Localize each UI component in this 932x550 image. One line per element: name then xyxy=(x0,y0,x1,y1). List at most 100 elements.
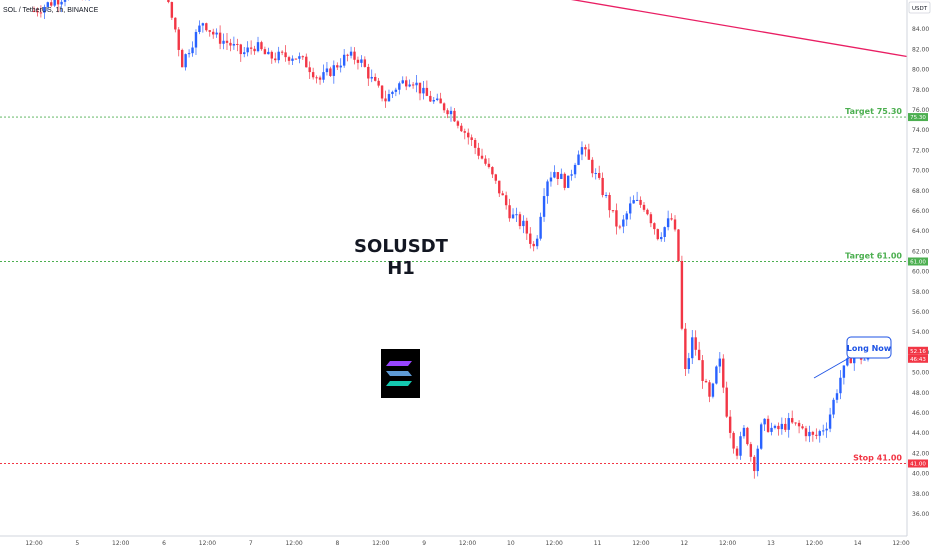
candle-body xyxy=(363,59,367,67)
candle-body xyxy=(501,193,504,196)
candle-body xyxy=(398,83,401,90)
candle-body xyxy=(301,56,305,58)
candle-body xyxy=(415,82,418,86)
candle-body xyxy=(305,56,308,68)
y-tick-label: 64.00 xyxy=(912,228,929,235)
long-now-callout[interactable]: Long Now xyxy=(813,336,892,379)
candle-body xyxy=(515,214,518,216)
target-61-badge-text: 61.00 xyxy=(910,260,926,266)
candle-body xyxy=(174,17,177,30)
candle-body xyxy=(711,383,715,397)
current-price-badge xyxy=(908,346,928,355)
candle-body xyxy=(487,163,491,168)
candle-body xyxy=(639,199,642,205)
candle-body xyxy=(384,98,387,102)
y-tick-label: 60.00 xyxy=(912,269,929,276)
candle-body xyxy=(405,80,408,87)
candle-body xyxy=(622,219,625,227)
candle-body xyxy=(790,418,794,423)
y-tick-label: 62.00 xyxy=(912,248,929,255)
candle-body xyxy=(53,0,56,6)
candle-body xyxy=(329,68,332,76)
candle-body xyxy=(815,434,818,436)
candle-body xyxy=(222,40,225,44)
candle-body xyxy=(553,172,556,178)
candle-body xyxy=(315,77,318,79)
candle-body xyxy=(436,98,439,100)
candle-body xyxy=(539,216,542,239)
callout-box xyxy=(846,336,892,359)
currency-box[interactable] xyxy=(908,1,931,14)
logo-bar-bottom xyxy=(386,381,412,386)
candle-body xyxy=(718,358,722,367)
callout-pointer xyxy=(813,357,850,379)
logo-bar-top xyxy=(386,361,412,366)
candle-body xyxy=(677,229,680,261)
candle-body xyxy=(484,158,487,164)
price-axis[interactable]: 36.00 38.00 40.00 42.00 44.00 46.00 48.00 50.00… xyxy=(912,0,929,518)
price-badges: 52.16 46:43 xyxy=(908,346,928,363)
candle-body xyxy=(167,0,170,3)
candle-body xyxy=(336,65,339,68)
trendline-layer[interactable] xyxy=(4,0,908,58)
candle-body xyxy=(611,210,615,212)
candle-body xyxy=(832,399,835,415)
descending-trendline[interactable] xyxy=(4,0,908,58)
time-axis[interactable]: 12:00 5 12:00 6 12:00 7 12:00 8 12:00 9 12:00 10 12:… xyxy=(25,540,909,547)
candle-body xyxy=(735,448,739,456)
candle-body xyxy=(249,47,253,49)
x-tick-label: 12 xyxy=(680,540,688,547)
candle-body xyxy=(742,427,746,437)
candle-body xyxy=(725,387,728,417)
candle-body xyxy=(604,194,608,196)
y-tick-label: 44.00 xyxy=(912,430,929,437)
candle-body xyxy=(418,82,422,94)
candle-body xyxy=(770,427,773,432)
candle-body xyxy=(653,223,656,230)
candle-body xyxy=(846,358,849,366)
candle-body xyxy=(625,213,628,220)
candle-body xyxy=(649,214,653,224)
candle-body xyxy=(56,0,60,5)
candle-body xyxy=(556,172,560,179)
candle-body xyxy=(763,418,766,425)
candle-body xyxy=(411,84,415,86)
target-75-badge-text: 75.30 xyxy=(910,115,926,121)
candle-body xyxy=(246,47,249,53)
candle-body xyxy=(749,444,753,457)
candle-body xyxy=(701,360,704,381)
candle-body xyxy=(546,181,549,197)
candle-body xyxy=(597,172,601,178)
candle-body xyxy=(618,226,622,228)
candle-body xyxy=(687,358,691,370)
candle-body xyxy=(811,431,815,435)
x-tick-label: 6 xyxy=(162,540,166,547)
candle-body xyxy=(560,173,563,179)
y-tick-label: 54.00 xyxy=(912,329,929,336)
candle-body xyxy=(408,84,411,87)
target-75-badge xyxy=(908,113,928,122)
candle-body xyxy=(180,49,184,68)
candle-body xyxy=(470,137,473,141)
y-tick-label: 68.00 xyxy=(912,188,929,195)
candle-body xyxy=(577,154,580,165)
candle-body xyxy=(446,110,449,115)
candle-body xyxy=(325,68,329,73)
y-tick-label: 78.00 xyxy=(912,87,929,94)
stop-41-label: Stop 41.00 xyxy=(853,454,902,463)
candle-body xyxy=(32,11,36,13)
y-tick-label: 50.00 xyxy=(912,370,929,377)
candle-body xyxy=(39,12,43,14)
candle-body xyxy=(170,2,174,18)
candle-body xyxy=(291,58,294,61)
candle-body xyxy=(646,209,649,215)
y-tick-label: 76.00 xyxy=(912,107,929,114)
candle-body xyxy=(522,220,525,227)
candle-body xyxy=(232,43,236,46)
candle-body xyxy=(839,377,842,394)
candle-body xyxy=(308,67,311,73)
candle-body xyxy=(473,140,477,148)
candle-body xyxy=(353,51,356,60)
candle-body xyxy=(694,337,697,350)
